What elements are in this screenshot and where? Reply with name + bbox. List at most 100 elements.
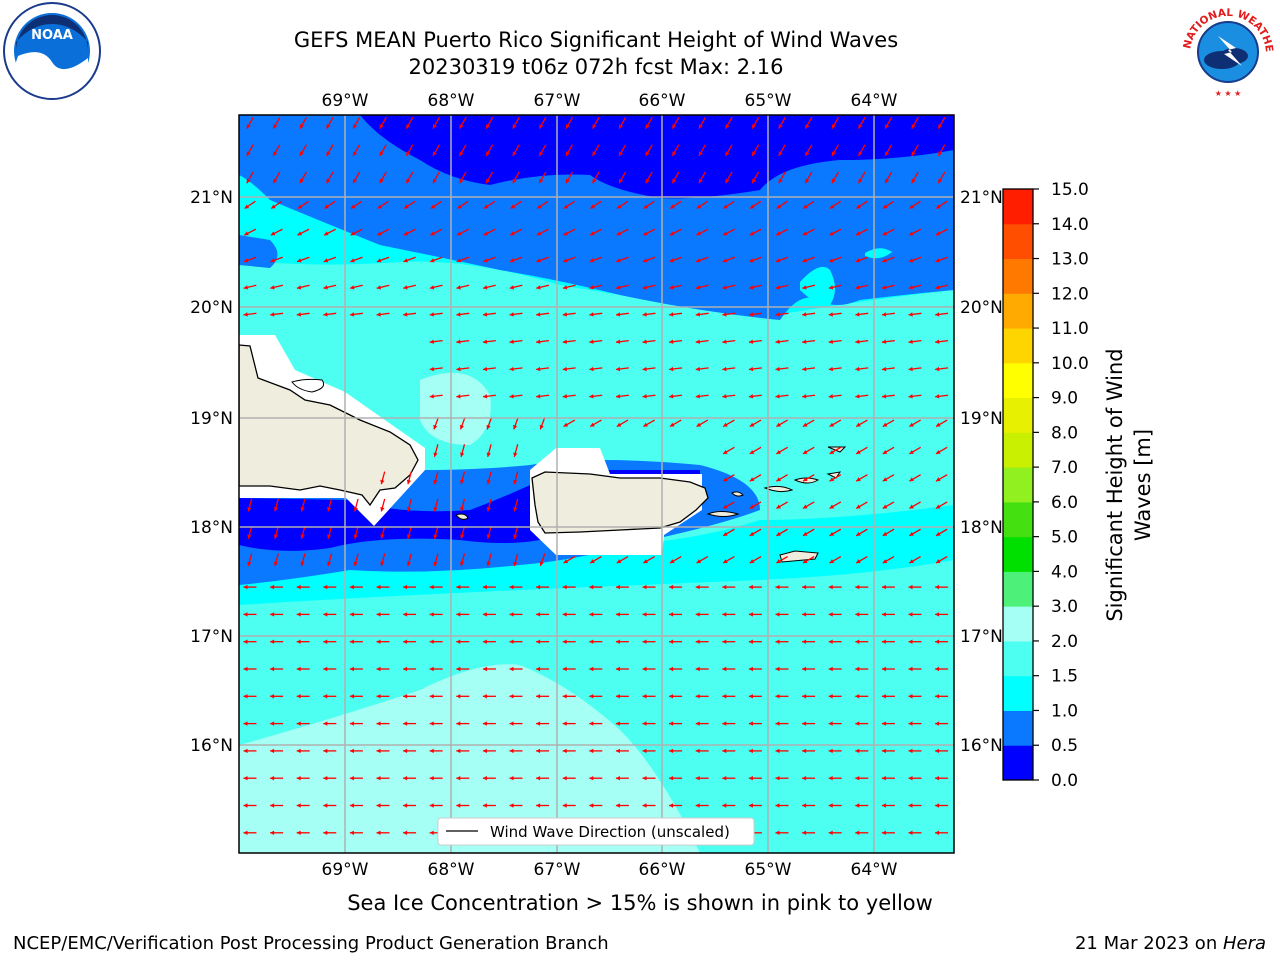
wave-direction-arrow — [669, 584, 683, 590]
wave-direction-arrow — [722, 694, 736, 699]
wave-direction-arrow — [482, 803, 496, 808]
lon-label-bottom: 68°W — [428, 860, 475, 880]
wave-direction-arrow — [748, 312, 762, 317]
wave-direction-arrow — [296, 721, 310, 726]
wave-direction-arrow — [486, 526, 492, 539]
wave-direction-arrow — [486, 553, 492, 567]
lon-label-top: 67°W — [534, 91, 581, 111]
wave-direction-arrow — [483, 228, 496, 236]
wave-direction-arrow — [327, 526, 333, 539]
wave-direction-arrow — [616, 555, 629, 564]
wave-direction-arrow — [509, 803, 523, 808]
wave-direction-arrow — [722, 528, 735, 537]
legend-label: Wind Wave Direction (unscaled) — [490, 823, 730, 841]
colorbar-tick-label: 15.0 — [1051, 180, 1089, 200]
wave-direction-arrow — [722, 501, 735, 510]
wave-direction-arrow — [429, 584, 443, 590]
lat-label-right: 21°N — [960, 188, 1003, 208]
wave-direction-arrow — [270, 666, 284, 672]
wave-direction-arrow — [802, 555, 815, 564]
wave-direction-arrow — [486, 444, 492, 458]
wave-direction-arrow — [802, 639, 816, 644]
wave-direction-arrow — [908, 256, 922, 263]
wave-direction-arrow — [775, 366, 789, 372]
wave-direction-arrow — [908, 803, 922, 808]
wave-direction-arrow — [243, 228, 257, 236]
wave-direction-arrow — [562, 666, 576, 672]
wave-direction-arrow — [562, 776, 576, 781]
wave-direction-arrow — [589, 339, 603, 344]
wave-direction-arrow — [296, 312, 310, 317]
wave-direction-arrow — [882, 419, 895, 428]
wave-direction-arrow — [776, 528, 788, 537]
wave-direction-arrow — [456, 312, 470, 317]
wave-direction-arrow — [909, 501, 921, 510]
wave-direction-arrow — [513, 471, 519, 485]
wave-direction-arrow — [243, 639, 257, 644]
wave-direction-arrow — [376, 776, 390, 781]
colorbar-label-line1: Significant Height of Wind — [1103, 348, 1127, 621]
wave-direction-arrow — [616, 419, 629, 428]
wave-direction-arrow — [323, 748, 337, 754]
wave-direction-arrow — [724, 117, 733, 129]
wave-direction-arrow — [536, 366, 550, 372]
wave-direction-arrow — [406, 471, 412, 485]
lon-label-bottom: 65°W — [745, 860, 792, 880]
wave-direction-arrow — [775, 612, 789, 617]
colorbar-segment — [1003, 328, 1033, 364]
wave-direction-arrow — [353, 553, 359, 567]
wave-direction-arrow — [669, 666, 683, 672]
wave-direction-arrow — [509, 256, 523, 263]
wave-direction-arrow — [642, 366, 656, 372]
colorbar-tick-label: 13.0 — [1051, 250, 1089, 270]
lat-label-right: 18°N — [960, 518, 1003, 538]
wave-direction-arrow — [349, 666, 363, 672]
wave-direction-arrow — [270, 584, 284, 590]
wave-direction-arrow — [802, 446, 815, 455]
wave-direction-arrow — [352, 144, 361, 157]
wave-direction-arrow — [881, 721, 895, 726]
wave-direction-arrow — [881, 284, 895, 290]
wave-direction-arrow — [802, 501, 815, 510]
wave-direction-arrow — [327, 553, 333, 567]
wave-direction-arrow — [591, 171, 600, 184]
wave-direction-arrow — [935, 612, 949, 617]
wave-direction-arrow — [456, 394, 470, 399]
wave-direction-arrow — [884, 144, 893, 157]
wave-direction-arrow — [562, 584, 576, 590]
wave-direction-arrow — [775, 584, 789, 590]
wave-direction-arrow — [379, 171, 387, 184]
wave-direction-arrow — [296, 748, 310, 754]
wave-direction-arrow — [857, 171, 866, 184]
wave-direction-arrow — [645, 171, 653, 184]
puerto-rico-land — [531, 471, 709, 534]
wave-direction-arrow — [908, 312, 922, 317]
wave-direction-arrow — [748, 639, 762, 644]
wave-direction-arrow — [908, 666, 922, 672]
wave-direction-arrow — [615, 666, 629, 672]
wave-direction-arrow — [881, 666, 895, 672]
wave-direction-arrow — [405, 117, 414, 129]
wave-direction-arrow — [828, 830, 842, 835]
chart-subtitle: 20230319 t06z 072h fcst Max: 2.16 — [408, 55, 784, 79]
nws-logo: NATIONAL WEATHER SERVICE ★ ★ ★ — [1178, 2, 1275, 99]
wave-direction-arrow — [615, 284, 629, 290]
wave-direction-arrow — [349, 639, 363, 644]
wave-direction-arrow — [538, 171, 547, 184]
wave-direction-arrow — [270, 228, 283, 236]
lon-label-top: 65°W — [745, 91, 792, 111]
wave-direction-arrow — [935, 694, 949, 699]
wave-direction-arrow — [433, 444, 439, 458]
wave-direction-arrow — [296, 666, 310, 672]
wave-direction-arrow — [828, 639, 842, 644]
wave-direction-arrow — [562, 639, 576, 644]
map-graticule — [239, 115, 954, 853]
wave-direction-arrow — [429, 366, 443, 372]
colorbar-segment — [1003, 362, 1033, 399]
wave-direction-arrow — [296, 284, 310, 290]
wave-direction-arrow — [376, 666, 390, 672]
wave-direction-arrow — [349, 612, 363, 617]
wave-direction-arrow — [565, 144, 574, 157]
wave-direction-arrow — [433, 471, 439, 485]
wave-direction-arrow — [615, 748, 629, 754]
